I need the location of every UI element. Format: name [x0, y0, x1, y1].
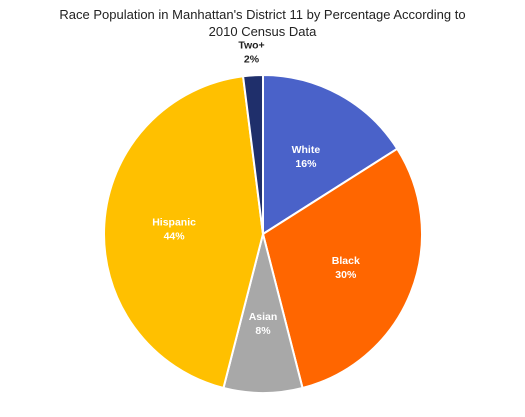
slice-category-label-hispanic: Hispanic: [152, 216, 196, 228]
slice-value-label-asian: 8%: [255, 325, 271, 337]
pie-slice-hispanic: [103, 75, 265, 390]
pie-slices: [103, 73, 423, 394]
pie-slice-white: [262, 73, 399, 236]
slice-value-label-hispanic: 44%: [164, 230, 186, 242]
slice-category-label-asian: Asian: [249, 311, 278, 323]
slice-category-label-white: White: [292, 144, 321, 156]
slice-category-label-two: Two+: [238, 39, 264, 51]
slice-value-label-black: 30%: [335, 269, 357, 281]
chart-title-line-1: Race Population in Manhattan's District …: [59, 7, 466, 22]
slice-value-label-two: 2%: [244, 53, 260, 65]
pie-labels: White 16% Black 30% Asian 8% Hispanic 44% Two+ 2%: [152, 39, 360, 337]
slice-category-label-black: Black: [332, 255, 360, 267]
slice-value-label-white: 16%: [295, 158, 317, 170]
pie-slice-black: [261, 147, 423, 390]
pie-slice-two: [241, 73, 264, 235]
chart-title-line-2: 2010 Census Data: [208, 24, 317, 39]
